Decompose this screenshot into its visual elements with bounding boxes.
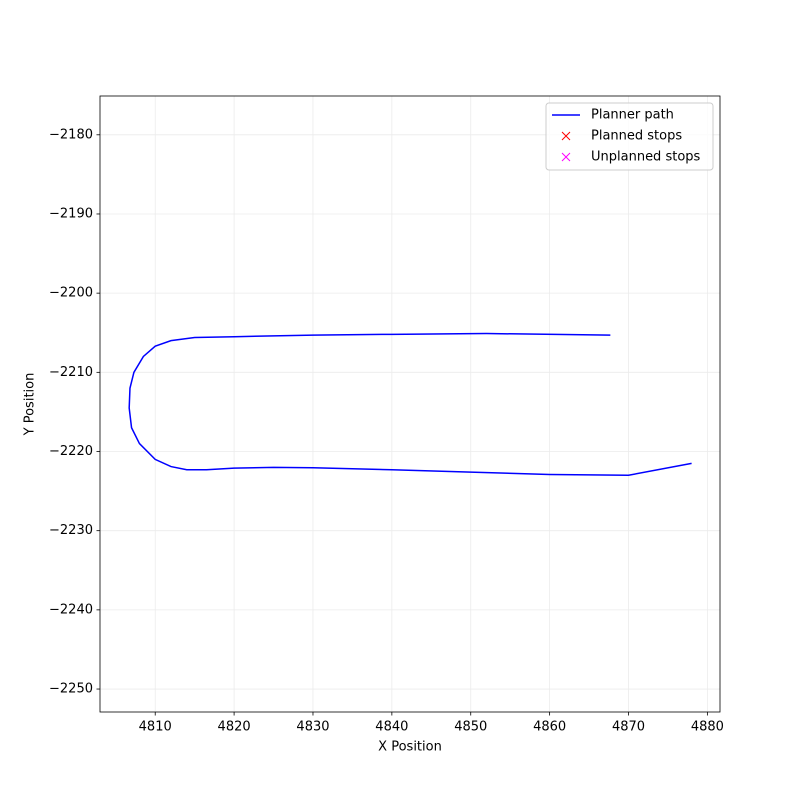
y-axis-label: Y Position xyxy=(23,373,38,437)
legend-label: Planner path xyxy=(591,108,674,123)
legend-swatch xyxy=(561,152,571,162)
legend-swatch xyxy=(561,131,571,141)
x-tick-label: 4830 xyxy=(296,720,329,735)
y-tick-label: −2230 xyxy=(49,523,93,538)
y-tick-label: −2250 xyxy=(49,682,93,697)
path-line xyxy=(128,332,692,477)
y-tick-label: −2200 xyxy=(49,286,93,301)
y-tick-label: −2180 xyxy=(49,127,93,142)
plot-frame xyxy=(99,95,721,713)
legend-label: Planned stops xyxy=(591,129,682,144)
x-tick-label: 4810 xyxy=(139,720,172,735)
legend-box xyxy=(545,102,714,171)
legend-label: Unplanned stops xyxy=(591,150,701,165)
x-axis-label: X Position xyxy=(378,740,442,755)
x-tick-label: 4870 xyxy=(612,720,645,735)
y-tick-label: −2210 xyxy=(49,365,93,380)
x-tick-label: 4840 xyxy=(375,720,408,735)
x-tick-label: 4880 xyxy=(691,720,724,735)
y-tick-label: −2240 xyxy=(49,602,93,617)
x-tick-label: 4860 xyxy=(533,720,566,735)
y-tick-label: −2190 xyxy=(49,206,93,221)
x-tick-label: 4820 xyxy=(218,720,251,735)
x-tick-label: 4850 xyxy=(454,720,487,735)
y-tick-label: −2220 xyxy=(49,444,93,459)
legend: Planner path Planned stops Unplanned stops xyxy=(545,102,714,171)
